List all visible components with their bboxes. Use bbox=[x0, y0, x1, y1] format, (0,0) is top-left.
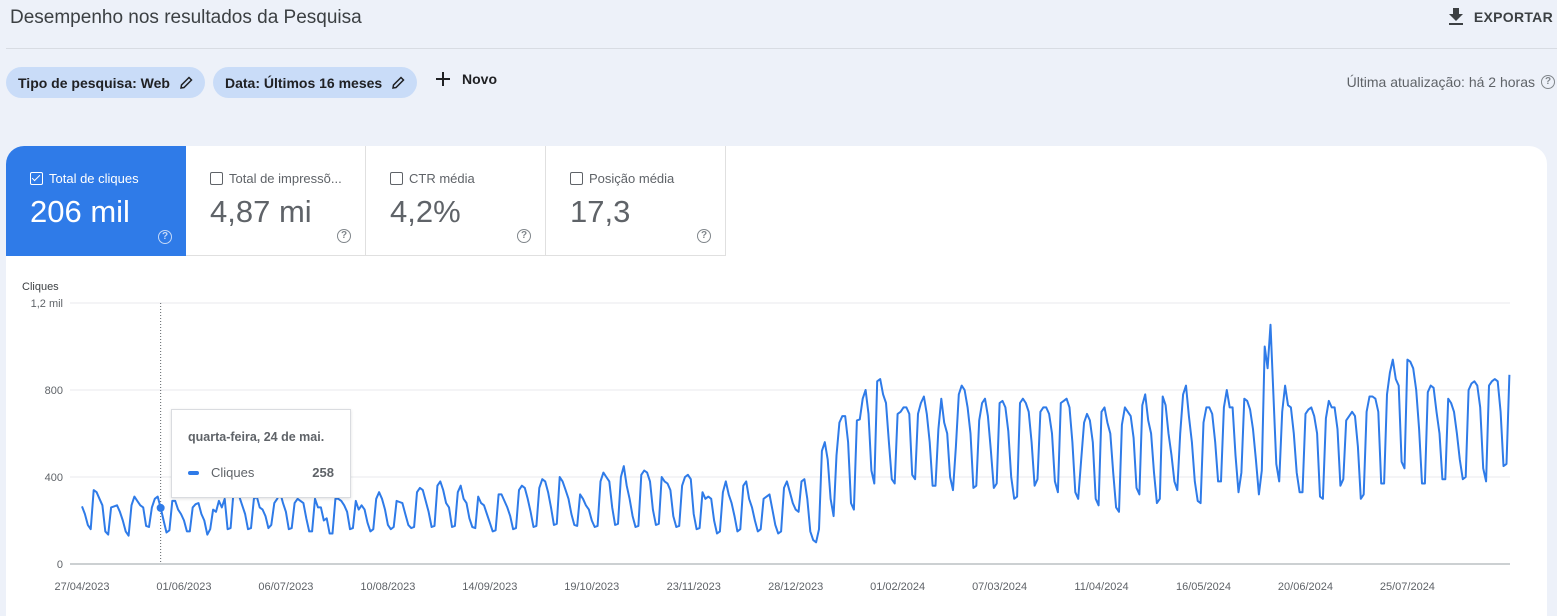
x-tick-label: 28/12/2023 bbox=[768, 581, 823, 593]
metric-value: 206 mil bbox=[30, 194, 130, 229]
x-tick-label: 16/05/2024 bbox=[1176, 581, 1231, 593]
page-title: Desempenho nos resultados da Pesquisa bbox=[10, 7, 362, 28]
tooltip-row: Cliques 258 bbox=[188, 465, 334, 480]
checkbox-icon[interactable] bbox=[210, 172, 223, 185]
metric-label: Posição média bbox=[589, 171, 675, 186]
metric-label: CTR média bbox=[409, 171, 475, 186]
tooltip-date: quarta-feira, 24 de mai. bbox=[188, 430, 325, 444]
export-label: EXPORTAR bbox=[1473, 9, 1553, 25]
chip-label: Tipo de pesquisa: Web bbox=[18, 74, 170, 91]
pencil-icon bbox=[392, 76, 405, 89]
clicks-series-line bbox=[81, 323, 1511, 544]
help-icon[interactable]: ? bbox=[158, 230, 172, 244]
metric-average-ctr[interactable]: CTR média 4,2% ? bbox=[366, 146, 546, 256]
y-tick-label: 400 bbox=[45, 472, 63, 484]
x-tick-label: 06/07/2023 bbox=[258, 581, 313, 593]
last-update: Última atualização: há 2 horas ? bbox=[1347, 74, 1555, 90]
checkbox-icon[interactable] bbox=[390, 172, 403, 185]
checkbox-checked-icon[interactable] bbox=[30, 172, 43, 185]
metric-average-position[interactable]: Posição média 17,3 ? bbox=[546, 146, 726, 256]
y-tick-label: 1,2 mil bbox=[31, 298, 63, 310]
x-tick-label: 10/08/2023 bbox=[360, 581, 415, 593]
plus-icon bbox=[436, 72, 450, 86]
x-tick-label: 25/07/2024 bbox=[1380, 581, 1435, 593]
help-icon[interactable]: ? bbox=[517, 229, 531, 243]
metric-value: 4,2% bbox=[390, 194, 461, 229]
y-axis-label: Cliques bbox=[22, 281, 59, 293]
x-tick-label: 07/03/2024 bbox=[972, 581, 1027, 593]
help-icon[interactable]: ? bbox=[1541, 75, 1555, 89]
x-tick-label: 14/09/2023 bbox=[462, 581, 517, 593]
metric-value: 4,87 mi bbox=[210, 194, 312, 229]
download-icon bbox=[1448, 8, 1463, 25]
x-tick-label: 23/11/2023 bbox=[667, 581, 721, 593]
new-label: Novo bbox=[462, 71, 497, 87]
x-tick-label: 20/06/2024 bbox=[1278, 581, 1333, 593]
date-filter-chip[interactable]: Data: Últimos 16 meses bbox=[213, 67, 418, 98]
header-divider bbox=[6, 48, 1557, 49]
chart-tooltip: quarta-feira, 24 de mai. Cliques 258 bbox=[171, 409, 351, 498]
metric-value: 17,3 bbox=[570, 194, 631, 229]
x-tick-label: 01/02/2024 bbox=[870, 581, 925, 593]
search-type-filter-chip[interactable]: Tipo de pesquisa: Web bbox=[6, 67, 205, 98]
pencil-icon bbox=[180, 76, 193, 89]
chip-label: Data: Últimos 16 meses bbox=[225, 74, 383, 91]
checkbox-icon[interactable] bbox=[570, 172, 583, 185]
metric-total-impressions[interactable]: Total de impressõ... 4,87 mi ? bbox=[186, 146, 366, 256]
metric-label: Total de impressõ... bbox=[229, 171, 342, 186]
x-tick-label: 11/04/2024 bbox=[1074, 581, 1128, 593]
new-filter-button[interactable]: Novo bbox=[434, 70, 497, 88]
tooltip-value: 258 bbox=[312, 465, 334, 480]
export-button[interactable]: EXPORTAR bbox=[1448, 8, 1553, 26]
help-icon[interactable]: ? bbox=[337, 229, 351, 243]
x-tick-label: 27/04/2023 bbox=[54, 581, 109, 593]
series-swatch bbox=[188, 470, 199, 475]
x-tick-label: 01/06/2023 bbox=[156, 581, 211, 593]
metric-total-clicks[interactable]: Total de cliques 206 mil ? bbox=[6, 146, 186, 256]
help-icon[interactable]: ? bbox=[697, 229, 711, 243]
tooltip-series: Cliques bbox=[211, 465, 255, 480]
last-update-text: Última atualização: há 2 horas bbox=[1346, 74, 1535, 90]
metric-label: Total de cliques bbox=[49, 171, 139, 186]
y-tick-label: 0 bbox=[57, 559, 63, 571]
x-tick-label: 19/10/2023 bbox=[564, 581, 619, 593]
highlight-point bbox=[156, 503, 165, 512]
y-tick-label: 800 bbox=[45, 385, 63, 397]
